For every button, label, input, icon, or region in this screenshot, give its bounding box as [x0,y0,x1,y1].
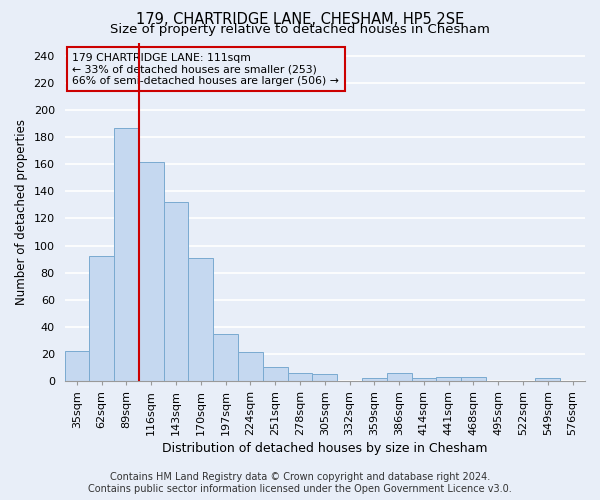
Bar [114,128,139,381]
Bar [287,373,313,381]
Bar [164,202,188,381]
Bar [139,162,164,381]
Bar [412,378,436,381]
Text: Size of property relative to detached houses in Chesham: Size of property relative to detached ho… [110,22,490,36]
Bar [387,373,412,381]
Bar [89,256,114,381]
Bar [238,352,263,381]
Bar [436,377,461,381]
Bar [213,334,238,381]
Text: 179 CHARTRIDGE LANE: 111sqm
← 33% of detached houses are smaller (253)
66% of se: 179 CHARTRIDGE LANE: 111sqm ← 33% of det… [73,52,339,86]
Text: 179, CHARTRIDGE LANE, CHESHAM, HP5 2SE: 179, CHARTRIDGE LANE, CHESHAM, HP5 2SE [136,12,464,26]
Bar [313,374,337,381]
Bar [362,378,387,381]
Bar [535,378,560,381]
Bar [461,377,486,381]
Y-axis label: Number of detached properties: Number of detached properties [15,118,28,304]
Text: Contains HM Land Registry data © Crown copyright and database right 2024.
Contai: Contains HM Land Registry data © Crown c… [88,472,512,494]
Bar [188,258,213,381]
X-axis label: Distribution of detached houses by size in Chesham: Distribution of detached houses by size … [162,442,488,455]
Bar [65,351,89,381]
Bar [263,368,287,381]
